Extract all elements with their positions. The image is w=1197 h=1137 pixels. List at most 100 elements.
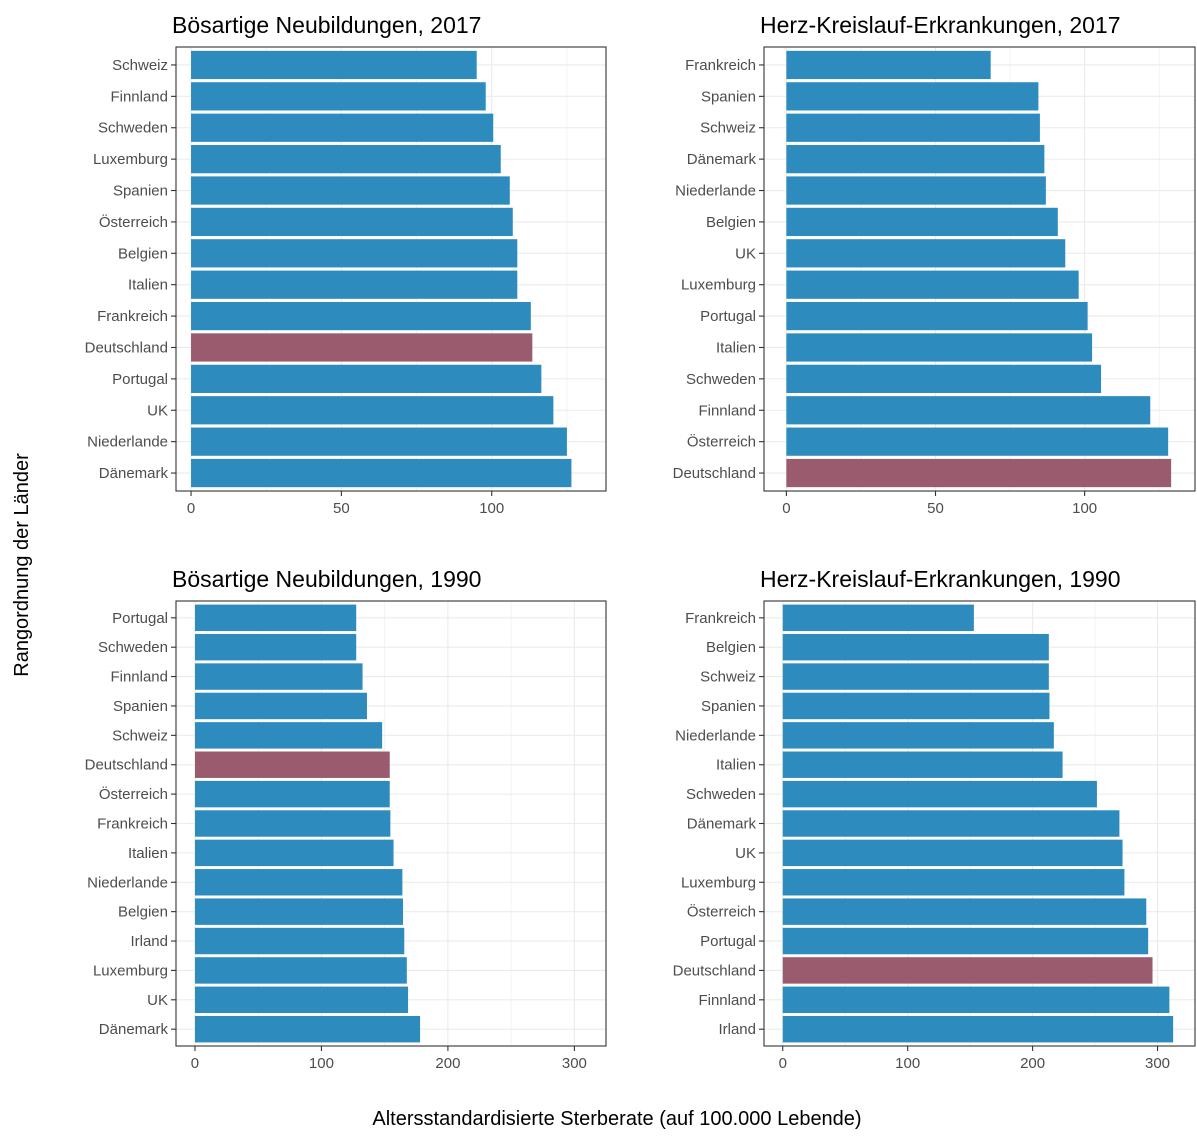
x-tick-label: 100 xyxy=(479,500,504,517)
bar xyxy=(782,692,1050,720)
panel-title: Bösartige Neubildungen, 2017 xyxy=(172,12,481,38)
y-tick-label: UK xyxy=(147,402,168,419)
bar xyxy=(191,50,477,80)
bar xyxy=(194,986,409,1014)
y-tick-label: Dänemark xyxy=(99,465,169,482)
bar xyxy=(191,458,572,488)
y-tick-label: Italien xyxy=(128,845,168,862)
y-axis-title: Rangordnung der Länder xyxy=(11,453,33,677)
x-tick-label: 200 xyxy=(1020,1055,1045,1072)
panel-title: Herz-Kreislauf-Erkrankungen, 2017 xyxy=(760,12,1121,38)
y-tick-label: Schweden xyxy=(686,786,756,803)
y-tick-label: Schweiz xyxy=(112,57,168,74)
y-tick-label: Portugal xyxy=(700,308,756,325)
bar xyxy=(786,364,1102,393)
chart-panel: Frankreich Belgien Schweiz Spanien Niederlan… xyxy=(673,566,1196,1072)
x-tick-label: 50 xyxy=(927,500,944,517)
bar xyxy=(786,239,1066,268)
y-tick-label: Finnland xyxy=(698,992,756,1009)
y-tick-label: Belgien xyxy=(706,214,756,231)
bar xyxy=(191,270,518,299)
bar xyxy=(786,176,1046,205)
x-tick-label: 100 xyxy=(1072,500,1097,517)
y-tick-label: Österreich xyxy=(687,903,756,921)
y-tick-label: Deutschland xyxy=(673,465,756,482)
y-tick-label: Italien xyxy=(128,277,168,294)
bar xyxy=(191,207,513,237)
bar xyxy=(194,869,403,896)
bar xyxy=(786,270,1079,299)
y-tick-label: Finnland xyxy=(110,669,168,686)
bar xyxy=(194,780,390,808)
bar xyxy=(194,633,357,661)
bar xyxy=(782,663,1049,690)
bar xyxy=(786,396,1151,425)
y-tick-label: UK xyxy=(735,845,756,862)
y-tick-label: Italien xyxy=(716,757,756,774)
bar xyxy=(786,458,1172,488)
bar xyxy=(782,604,974,632)
panel-border xyxy=(175,46,607,492)
bar xyxy=(191,427,567,456)
bar xyxy=(194,751,390,778)
y-tick-label: UK xyxy=(735,245,756,262)
panel-title: Herz-Kreislauf-Erkrankungen, 1990 xyxy=(760,566,1121,592)
bar xyxy=(786,333,1093,362)
y-tick-label: Niederlande xyxy=(675,183,756,200)
y-tick-label: Frankreich xyxy=(97,308,168,325)
y-tick-label: Portugal xyxy=(112,371,168,388)
y-tick-label: Schweden xyxy=(98,639,168,656)
y-tick-label: Österreich xyxy=(99,785,168,803)
bar xyxy=(782,898,1147,925)
y-tick-label: Luxemburg xyxy=(93,151,168,168)
y-tick-label: Italien xyxy=(716,339,756,356)
bar xyxy=(191,333,533,362)
x-tick-label: 0 xyxy=(191,1055,199,1072)
bar xyxy=(782,927,1149,955)
panel-title: Bösartige Neubildungen, 1990 xyxy=(172,566,481,592)
y-tick-label: Spanien xyxy=(701,88,756,105)
y-tick-label: Schweiz xyxy=(700,120,756,137)
y-tick-label: Österreich xyxy=(99,213,168,231)
y-tick-label: Deutschland xyxy=(673,962,756,979)
bar xyxy=(782,869,1125,896)
x-tick-label: 0 xyxy=(782,500,790,517)
y-tick-label: Belgien xyxy=(118,245,168,262)
bar xyxy=(191,82,486,111)
y-tick-label: Portugal xyxy=(112,610,168,627)
bar xyxy=(191,176,510,205)
y-tick-label: Schweden xyxy=(98,120,168,137)
y-tick-label: Frankreich xyxy=(97,816,168,833)
bar xyxy=(191,364,542,393)
y-tick-label: Deutschland xyxy=(85,339,168,356)
x-tick-label: 0 xyxy=(779,1055,787,1072)
y-tick-label: Luxemburg xyxy=(681,277,756,294)
y-tick-label: Luxemburg xyxy=(93,962,168,979)
y-tick-label: Deutschland xyxy=(85,757,168,774)
bar xyxy=(191,239,518,268)
bar xyxy=(194,692,367,720)
bar xyxy=(194,898,404,925)
bar xyxy=(191,145,501,174)
bar xyxy=(782,722,1054,749)
bar xyxy=(782,810,1120,837)
y-tick-label: Österreich xyxy=(687,433,756,451)
y-tick-label: Niederlande xyxy=(675,727,756,744)
bar xyxy=(194,927,405,955)
bar xyxy=(782,986,1170,1014)
chart-panel: Frankreich Spanien Schweiz Dänemark Niederla… xyxy=(673,12,1196,517)
bar xyxy=(782,780,1097,808)
x-tick-label: 0 xyxy=(187,500,195,517)
y-tick-label: Portugal xyxy=(700,933,756,950)
y-tick-label: Dänemark xyxy=(687,816,757,833)
y-tick-label: Frankreich xyxy=(685,57,756,74)
x-tick-label: 50 xyxy=(333,500,350,517)
y-tick-label: Frankreich xyxy=(685,610,756,627)
bar xyxy=(194,1015,421,1043)
y-tick-label: Luxemburg xyxy=(681,874,756,891)
x-tick-label: 100 xyxy=(309,1055,334,1072)
bar xyxy=(782,957,1153,984)
bar xyxy=(786,113,1040,142)
bar xyxy=(786,301,1088,331)
bar xyxy=(194,839,394,867)
